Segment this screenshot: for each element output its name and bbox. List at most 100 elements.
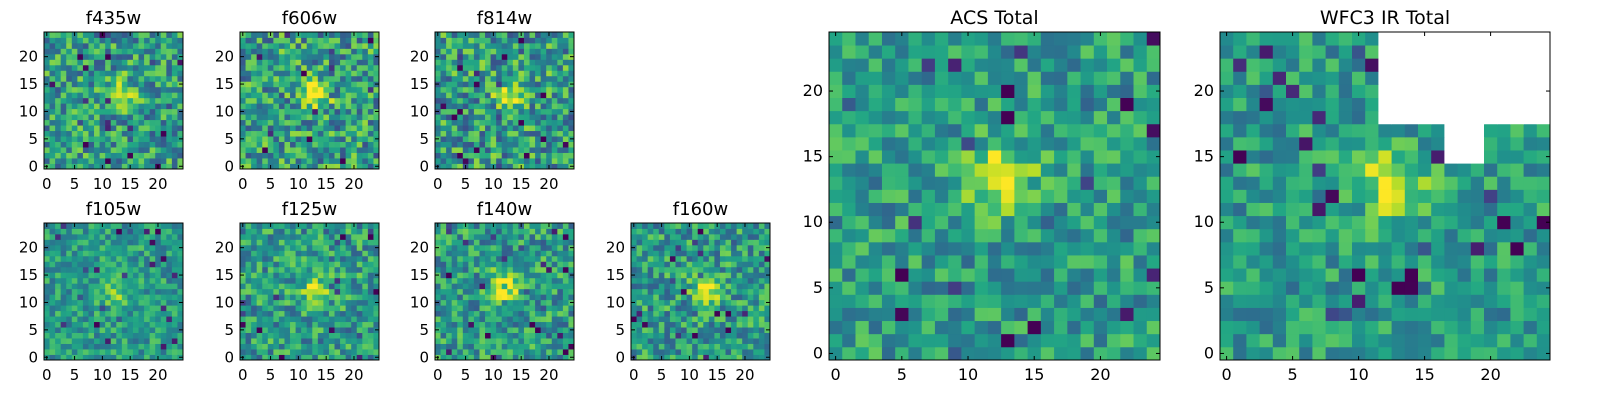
heatmap-cell — [535, 316, 542, 323]
heatmap-cell — [686, 266, 693, 273]
heatmap-cell — [675, 233, 682, 240]
heatmap-cell — [692, 250, 699, 257]
heatmap-cell — [77, 64, 84, 71]
heatmap-cell — [974, 333, 989, 348]
heatmap-cell — [529, 141, 536, 148]
heatmap-cell — [99, 81, 106, 88]
heatmap-cell — [540, 239, 547, 246]
heatmap-cell — [351, 114, 358, 121]
heatmap-cell — [49, 59, 56, 66]
heatmap-cell — [758, 244, 765, 251]
heatmap-cell — [328, 283, 335, 290]
heatmap-cell — [1120, 176, 1134, 190]
heatmap-cell — [462, 86, 469, 93]
heatmap-cell — [121, 239, 128, 246]
heatmap-cell — [88, 75, 95, 82]
heatmap-cell — [468, 136, 475, 142]
heatmap-cell — [568, 103, 575, 110]
heatmap-cell — [88, 108, 95, 115]
heatmap-cell — [719, 261, 726, 268]
heatmap-cell — [490, 130, 497, 137]
heatmap-cell — [278, 321, 285, 328]
heatmap-cell — [1120, 163, 1134, 177]
heatmap-cell — [507, 158, 514, 164]
heatmap-cell — [138, 321, 145, 328]
heatmap-cell — [1107, 241, 1121, 256]
heatmap-cell — [636, 305, 643, 312]
heatmap-cell — [736, 332, 743, 339]
heatmap-cell — [529, 349, 536, 355]
heatmap-cell — [116, 255, 123, 262]
heatmap-cell — [284, 125, 291, 132]
heatmap-cell — [512, 266, 519, 273]
heatmap-cell — [323, 316, 330, 323]
heatmap-cell — [240, 114, 246, 121]
heatmap-cell — [256, 255, 263, 262]
heatmap-cell — [295, 103, 302, 110]
heatmap-cell — [512, 321, 519, 328]
heatmap-cell — [351, 92, 358, 99]
heatmap-cell — [351, 332, 358, 339]
heatmap-cell — [121, 299, 128, 306]
heatmap-cell — [49, 163, 56, 170]
heatmap-cell — [55, 136, 62, 142]
heatmap-cell — [295, 158, 302, 164]
heatmap-cell — [367, 108, 374, 115]
heatmap-cell — [669, 332, 676, 339]
heatmap-cell — [373, 332, 380, 339]
heatmap-cell — [273, 316, 280, 323]
heatmap-cell — [681, 228, 687, 235]
heatmap-cell — [295, 114, 302, 121]
heatmap-cell — [55, 223, 62, 229]
heatmap-cell — [653, 343, 660, 350]
heatmap-cell — [278, 130, 285, 137]
heatmap-cell — [334, 283, 341, 290]
heatmap-cell — [267, 266, 274, 273]
heatmap-cell — [256, 81, 263, 88]
heatmap-cell — [948, 150, 962, 164]
heatmap-cell — [278, 349, 285, 355]
heatmap-cell — [262, 332, 269, 339]
heatmap-cell — [149, 239, 156, 246]
heatmap-cell — [66, 283, 73, 290]
heatmap-cell — [110, 125, 117, 132]
heatmap-cell — [351, 64, 358, 71]
heatmap-cell — [725, 354, 732, 361]
heatmap-cell — [501, 250, 508, 257]
heatmap-cell — [132, 354, 139, 361]
heatmap-cell — [440, 310, 447, 317]
heatmap-cell — [535, 48, 542, 55]
heatmap-cell — [149, 70, 156, 77]
heatmap-cell — [256, 261, 263, 268]
heatmap-cell — [105, 114, 112, 121]
heatmap-cell — [462, 152, 469, 159]
heatmap-cell — [457, 75, 464, 82]
heatmap-cell — [512, 103, 519, 110]
axes-frame — [239, 222, 380, 361]
heatmap-cell — [356, 294, 363, 301]
heatmap-cell — [507, 92, 514, 99]
heatmap-cell — [675, 305, 682, 312]
heatmap-cell — [562, 310, 569, 317]
heatmap-cell — [568, 141, 575, 148]
heatmap-cell — [462, 64, 469, 71]
heatmap-cell — [55, 37, 62, 44]
heatmap-cell — [71, 283, 78, 290]
heatmap-cell — [462, 59, 469, 66]
heatmap-cell — [127, 53, 134, 60]
heatmap-cell — [546, 310, 553, 317]
heatmap-cell — [446, 97, 453, 104]
heatmap-cell — [523, 141, 530, 148]
heatmap-cell — [312, 103, 319, 110]
heatmap-cell — [71, 288, 78, 295]
heatmap-cell — [457, 338, 464, 344]
heatmap-cell — [88, 64, 95, 71]
heatmap-cell — [1133, 202, 1148, 217]
heatmap-cell — [110, 228, 117, 235]
heatmap-cell — [546, 152, 553, 159]
heatmap-cell — [116, 125, 123, 132]
heatmap-cell — [362, 81, 369, 88]
y-tick-label: 5 — [224, 130, 234, 148]
heatmap-cell — [842, 346, 856, 361]
heatmap-cell — [240, 75, 246, 82]
